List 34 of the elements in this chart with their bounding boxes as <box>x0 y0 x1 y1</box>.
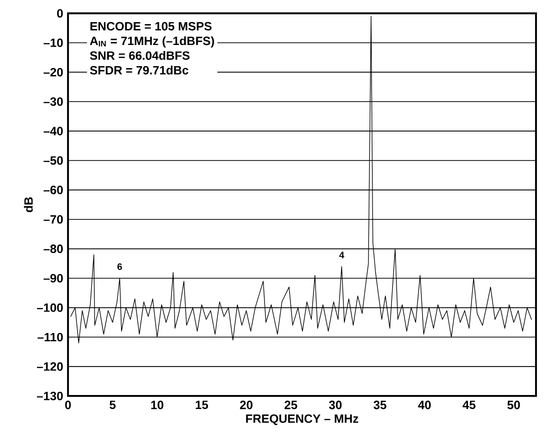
annotation: SNR = 66.04dBFS <box>90 50 190 60</box>
annotation: 4 <box>339 252 344 258</box>
y-tick-label: –120 <box>36 362 63 371</box>
y-tick-label: –40 <box>44 126 63 136</box>
y-tick-label: –30 <box>44 97 63 106</box>
y-tick-label: 0 <box>57 8 63 18</box>
x-tick-label: 20 <box>240 400 252 410</box>
line-series <box>70 16 532 344</box>
annotation: A$_{IN}$ = 71MHz (–1dBFS) <box>90 36 214 48</box>
y-tick-label: –130 <box>36 392 63 400</box>
y-tick-label: –80 <box>44 244 63 253</box>
y-tick-label: –10 <box>44 38 63 47</box>
y-tick-label: –110 <box>38 332 63 342</box>
y-tick-label: –70 <box>44 214 63 224</box>
x-tick-label: 10 <box>151 400 164 410</box>
annotation: ENCODE = 105 MSPS <box>90 22 212 30</box>
x-tick-label: 0 <box>65 400 71 410</box>
x-tick-label: 45 <box>462 400 476 409</box>
annotation: SFDR = 79.71dBc <box>90 66 188 74</box>
y-tick-label: –20 <box>44 68 63 76</box>
y-tick-label: –50 <box>44 156 63 165</box>
x-tick-label: 5 <box>110 400 116 409</box>
y-axis-title: dB <box>24 197 33 212</box>
x-axis-title: FREQUENCY – MHz <box>246 414 358 425</box>
x-tick-label: 50 <box>507 400 520 410</box>
x-tick-label: 35 <box>374 400 386 410</box>
x-tick-label: 15 <box>196 400 208 409</box>
y-tick-label: –60 <box>44 186 63 194</box>
x-tick-label: 30 <box>329 400 342 410</box>
y-tick-label: –90 <box>44 274 63 282</box>
y-tick-label: –100 <box>36 303 63 312</box>
x-tick-label: 40 <box>418 400 431 410</box>
x-tick-label: 25 <box>284 400 298 410</box>
annotation: 6 <box>117 263 122 270</box>
